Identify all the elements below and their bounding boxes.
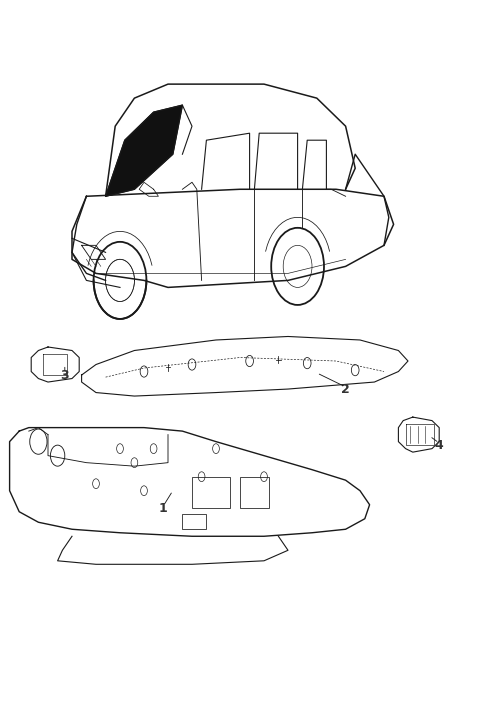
Text: 4: 4 bbox=[435, 439, 444, 451]
Bar bbox=[240, 477, 269, 508]
Text: 2: 2 bbox=[341, 383, 350, 395]
Bar bbox=[192, 477, 230, 508]
Polygon shape bbox=[106, 105, 182, 196]
Bar bbox=[182, 514, 206, 529]
Text: 3: 3 bbox=[60, 369, 69, 381]
Text: 1: 1 bbox=[159, 502, 168, 515]
